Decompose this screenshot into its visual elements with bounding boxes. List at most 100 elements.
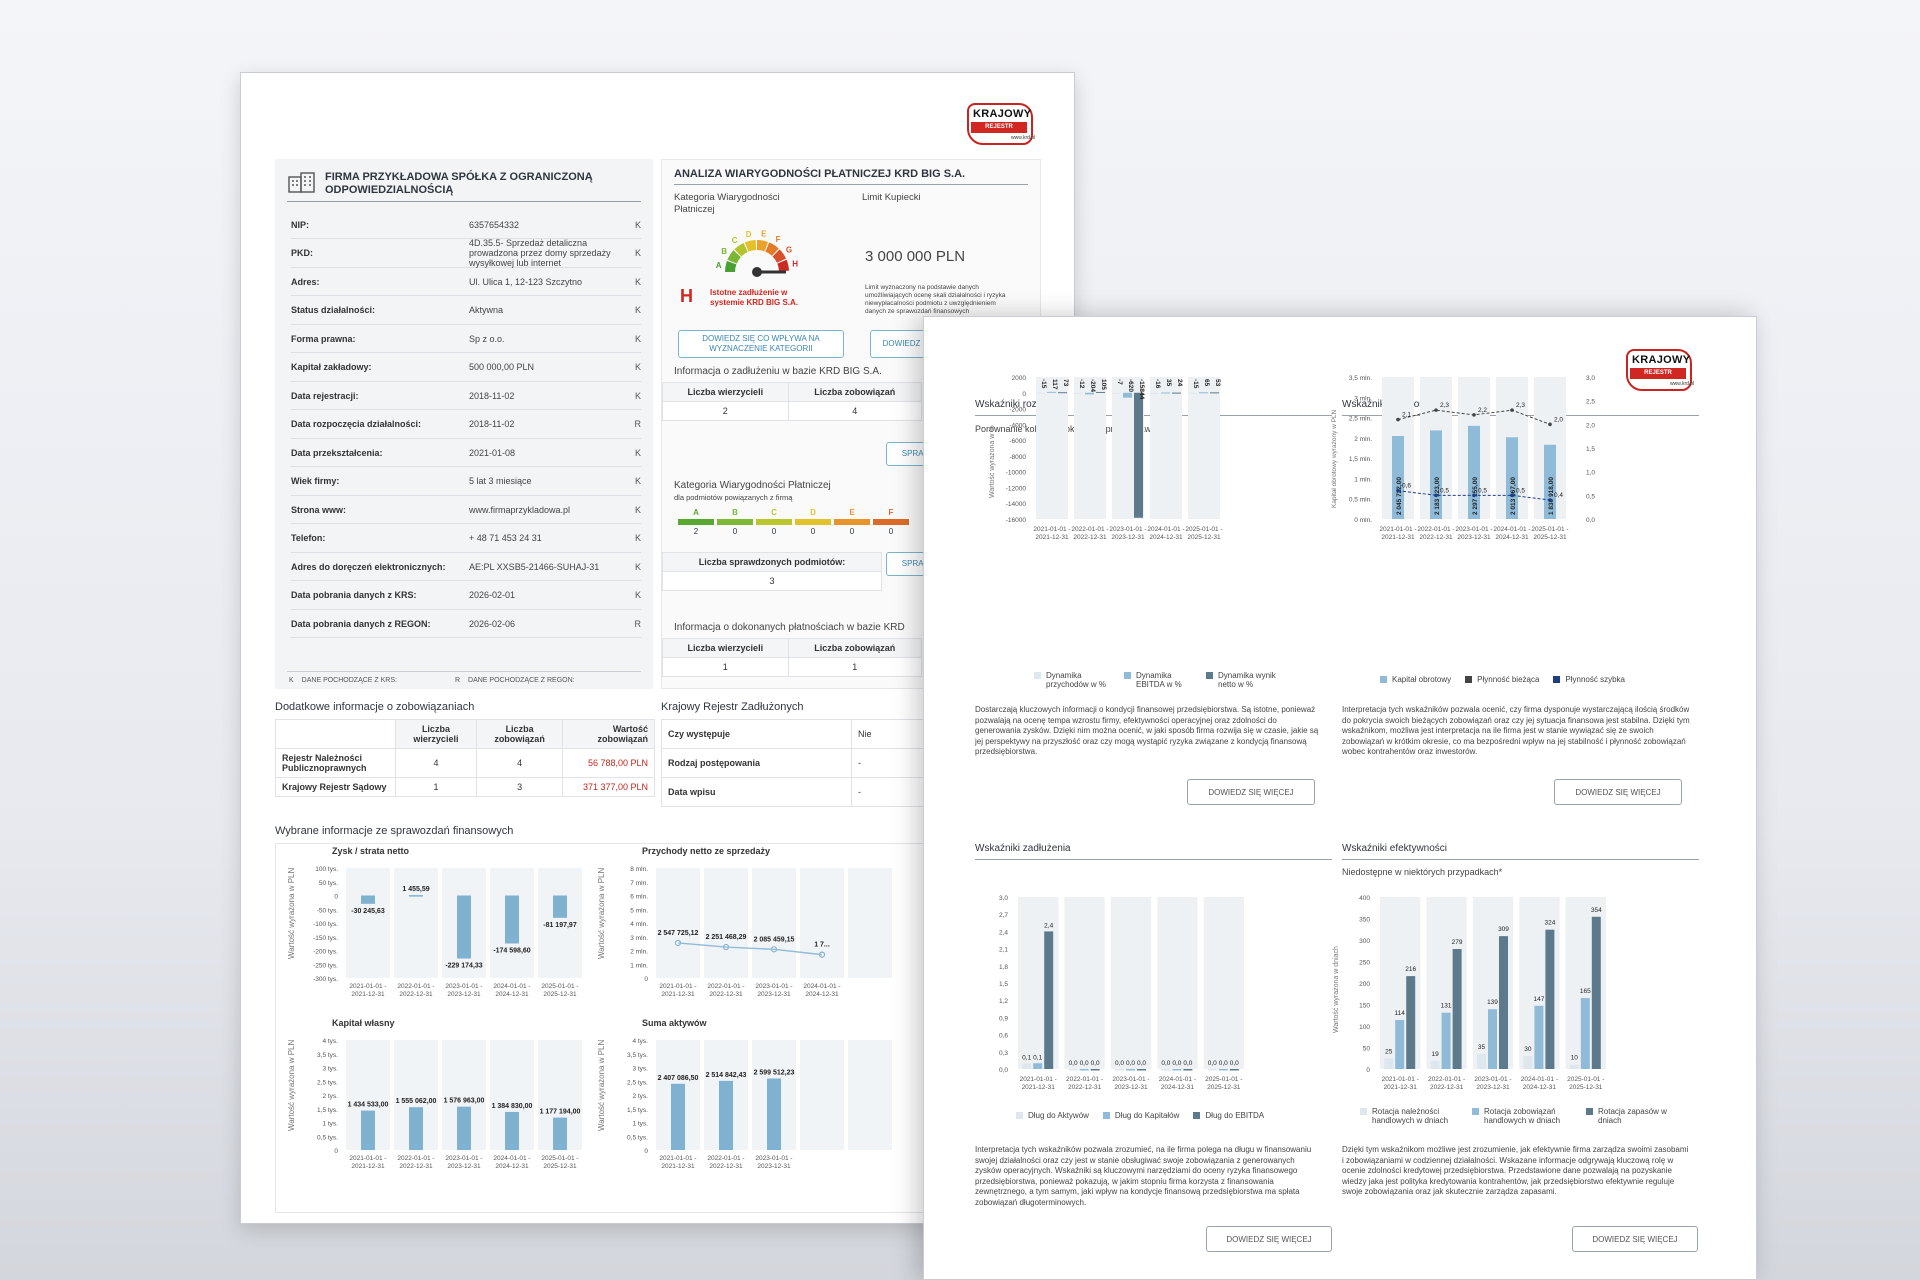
category-info-button[interactable]: DOWIEDZ SIĘ CO WPŁYWA NA WYZNACZENIE KAT… (678, 330, 844, 358)
tick-label: 0,5 tys. (627, 1134, 648, 1141)
tick-label: 0 (1366, 1067, 1370, 1074)
tick-label: 2,7 (999, 912, 1008, 919)
gauge-segment (777, 259, 789, 272)
liquidity-chart: Kapitał obrotowy wyrażony w PLN 3,5 mln. 3… (1331, 375, 1595, 541)
tick-label: 2024-01-01 - (1147, 526, 1184, 533)
data-label: 0,0 (1161, 1060, 1170, 1067)
tick-label: 3 mln. (630, 935, 648, 942)
chart-title: Zysk / strata netto (332, 846, 410, 856)
tick-label: 2023-01-01 - (445, 983, 482, 990)
related-category-f: F 0 (873, 508, 909, 536)
growth-description: Dostarczają kluczowych informacji o kond… (975, 705, 1319, 756)
efficiency-more-button[interactable]: DOWIEDZ SIĘ WIĘCEJ (1572, 1226, 1698, 1252)
financial-chart: Kapitał własny Wartość wyrażona w PLN 4 ty… (287, 1018, 582, 1170)
grade-letter: H (680, 286, 693, 306)
tick-label: 2021-12-31 (1035, 534, 1069, 541)
data-label: -15844 (1138, 379, 1145, 400)
tick-label: 2022-12-31 (1073, 534, 1107, 541)
tick-label: 1 mln. (630, 962, 648, 969)
company-detail-row: Telefon: + 48 71 453 24 31 K (291, 525, 641, 553)
tick-label: 2024-01-01 - (1493, 526, 1530, 533)
column-band (1064, 897, 1105, 1069)
debt-more-button[interactable]: DOWIEDZ SIĘ WIĘCEJ (1206, 1226, 1332, 1252)
bar (1210, 392, 1219, 394)
bar (1036, 392, 1045, 394)
company-detail-row: Wiek firmy: 5 lat 3 miesiące K (291, 468, 641, 496)
tick-label: 2,1 (999, 947, 1008, 954)
analysis-panel: ANALIZA WIARYGODNOŚCI PŁATNICZEJ KRD BIG… (661, 159, 1041, 689)
efficiency-description: Dzięki tym wskaźnikom możliwe jest zrozu… (1342, 1145, 1689, 1196)
report-page-2: KRAJOWY REJESTR DŁUGÓW www.krd.pl Wskaźn… (923, 316, 1757, 1280)
column-band (704, 868, 748, 978)
indicator-chart: 3,0 2,7 2,4 2,1 1,8 1,5 1,2 0,9 0,6 0,3 0,0 2021-01… (999, 895, 1244, 1091)
financial-charts: Zysk / strata netto Wartość wyrażona w PL… (275, 843, 1045, 1213)
tick-label: 1,5 tys. (627, 1107, 648, 1114)
bar (1430, 430, 1442, 519)
bar (361, 1110, 375, 1150)
data-label: 0,0 (1115, 1060, 1124, 1067)
building-icon (287, 171, 317, 193)
bar (1534, 1005, 1544, 1069)
tick-label: 2 mln. (630, 949, 648, 956)
data-label: 0,6 (1402, 483, 1411, 490)
company-detail-row: Data przekształcenia: 2021-01-08 K (291, 439, 641, 467)
column-band (800, 868, 844, 978)
data-label: 1 830 918,00 (1548, 477, 1555, 515)
bar (1134, 392, 1143, 518)
tick-label: -4000 (1009, 422, 1026, 429)
liquidity-more-button[interactable]: DOWIEDZ SIĘ WIĘCEJ (1554, 779, 1682, 805)
detail-label: NIP: (291, 219, 309, 230)
krz-table: Czy występuje Nie Rodzaj postępowania - Da… (661, 719, 931, 807)
gauge-segment (725, 260, 737, 272)
tick-label: 2023-12-31 (1111, 534, 1145, 541)
tick-label: 0 (1022, 391, 1026, 398)
tick-label: 2022-12-31 (399, 1163, 433, 1170)
data-label: 2,1 (1402, 412, 1411, 419)
bar (1161, 392, 1170, 394)
data-label: 216 (1405, 966, 1416, 973)
axis-label: Wartość wyrażona w PLN (597, 1039, 606, 1131)
data-label: 53 (1214, 379, 1221, 387)
series-line (677, 942, 823, 956)
line-point (1396, 417, 1400, 422)
data-label: 0,5 (1440, 487, 1449, 494)
chart-title: Suma aktywów (642, 1018, 708, 1028)
data-label: 0,0 (1091, 1060, 1100, 1067)
bar (767, 1078, 781, 1150)
detail-value: 2021-01-08 (469, 447, 516, 458)
detail-label: PKD: (291, 248, 313, 258)
tick-label: 2023-12-31 (1476, 1084, 1510, 1091)
tick-label: 2021-12-31 (1384, 1084, 1418, 1091)
data-label: 0,4 (1554, 492, 1563, 499)
company-detail-row: Kapitał zakładowy: 500 000,00 PLN K (291, 354, 641, 382)
detail-label: Data przekształcenia: (291, 447, 383, 458)
data-label: 0,1 (1022, 1054, 1031, 1061)
tick-label: 2023-01-01 - (1474, 1076, 1511, 1083)
bar (457, 1106, 471, 1150)
bar (505, 895, 519, 944)
company-detail-row: Data pobrania danych z REGON: 2026-02-06… (291, 610, 641, 638)
tick-label: -250 tys. (313, 962, 338, 969)
limit-value: 3 000 000 PLN (865, 248, 966, 265)
growth-more-button[interactable]: DOWIEDZ SIĘ WIĘCEJ (1187, 779, 1315, 805)
tick-label: 2024-01-01 - (493, 983, 530, 990)
tick-label: 3,5 mln. (1349, 375, 1372, 382)
related-subtitle: dla podmiotów powiązanych z firmą (674, 493, 793, 502)
data-label: 2,2 (1478, 407, 1487, 414)
data-label: 2 085 459,15 (754, 936, 795, 943)
bar (1545, 929, 1555, 1069)
tick-label: 0,5 (1586, 493, 1595, 500)
bar (1207, 1069, 1217, 1071)
detail-value: Sp z o.o. (469, 333, 505, 344)
gauge-letter: C (732, 236, 738, 245)
tick-label: 100 tys. (315, 866, 338, 873)
grade-text: Istotne zadłużenie w systemie KRD BIG S.… (710, 288, 799, 307)
bar (553, 1117, 567, 1150)
tick-label: 2022-01-01 - (1066, 1076, 1103, 1083)
tick-label: 2025-12-31 (1533, 534, 1567, 541)
data-label: 35 (1478, 1044, 1486, 1051)
tick-label: 4 tys. (322, 1038, 338, 1045)
bar (505, 1111, 519, 1150)
axis-label: Wartość wyrażona w PLN (597, 867, 606, 959)
data-label: 2,4 (1044, 922, 1053, 929)
